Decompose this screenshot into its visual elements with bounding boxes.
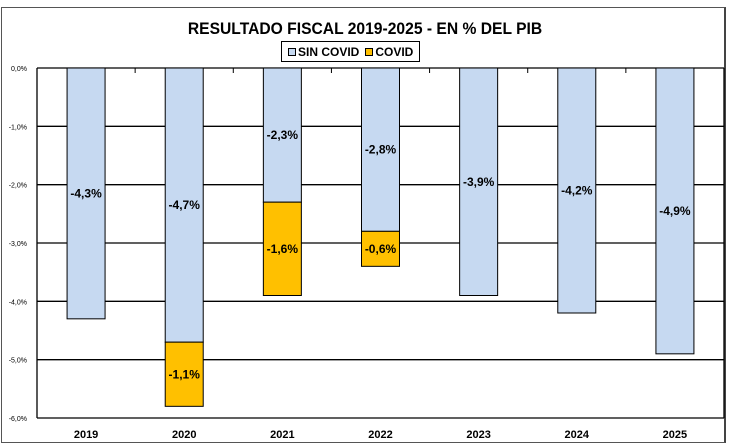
bar-sin-covid-2021 <box>262 67 302 203</box>
y-tick-label: 0,0% <box>11 66 27 73</box>
data-label: -1,6% <box>267 242 299 256</box>
bar-sin-covid-2023 <box>459 67 499 296</box>
data-label: -4,2% <box>561 184 593 198</box>
y-tick-label: -4,0% <box>9 299 27 306</box>
bar-sin-covid-2025 <box>655 67 695 355</box>
data-label: -4,3% <box>70 186 102 200</box>
legend-label-sin-covid: SIN COVID <box>298 44 360 59</box>
bar-sin-covid-2022 <box>361 67 400 232</box>
legend-label-covid: COVID <box>375 44 414 59</box>
data-label: -3,9% <box>463 175 495 189</box>
x-tick-label: 2021 <box>270 429 294 441</box>
chart-title: RESULTADO FISCAL 2019-2025 - EN % DEL PI… <box>187 19 543 38</box>
x-tick-label: 2025 <box>663 429 687 441</box>
bar-covid-2020 <box>164 341 204 407</box>
x-tick-label: 2019 <box>74 429 98 441</box>
data-label: -4,7% <box>169 198 201 212</box>
data-label: -1,1% <box>169 367 201 381</box>
y-tick-label: -6,0% <box>9 416 27 423</box>
x-tick-label: 2024 <box>565 429 590 441</box>
legend-swatch-covid <box>365 47 374 56</box>
y-tick-label: -2,0% <box>9 183 27 190</box>
bar-covid-2022 <box>361 230 400 267</box>
data-label: -4,9% <box>659 204 691 218</box>
x-tick-label: 2020 <box>172 429 196 441</box>
data-label: -2,8% <box>365 143 397 157</box>
y-tick-label: -5,0% <box>9 358 27 365</box>
x-tick-label: 2023 <box>466 429 490 441</box>
legend-item-sin-covid: SIN COVID <box>288 45 359 59</box>
y-tick-label: -1,0% <box>9 124 27 131</box>
bar-sin-covid-2019 <box>66 67 106 320</box>
bar-sin-covid-2020 <box>164 67 204 343</box>
legend-swatch-sin-covid <box>288 47 296 56</box>
bar-covid-2021 <box>262 201 302 297</box>
data-label: -2,3% <box>267 128 299 142</box>
x-tick-label: 2022 <box>368 429 392 441</box>
legend-item-covid: COVID <box>365 45 413 59</box>
y-tick-label: -3,0% <box>9 241 27 248</box>
legend: SIN COVID COVID <box>281 41 421 62</box>
data-label: -0,6% <box>365 242 397 256</box>
bar-sin-covid-2024 <box>557 67 597 314</box>
